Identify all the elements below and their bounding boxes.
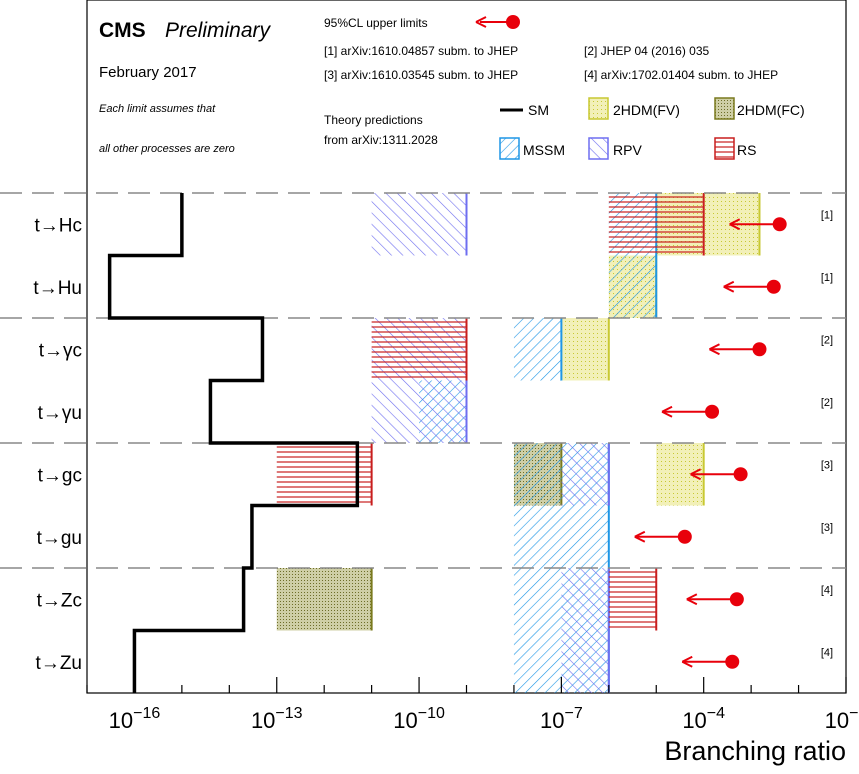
reference-labels: [1] [1] [2] [2] [3] [3] [4] [4] (821, 209, 833, 659)
limit-arrowhead-0 (729, 218, 741, 231)
reference-label-2: [2] (821, 334, 833, 346)
category-label-6: t→Zc (37, 590, 82, 611)
category-label-2: t→γc (39, 340, 82, 361)
band-rpv-4 (561, 443, 609, 506)
band-rpv-7 (561, 630, 609, 693)
reference-label-5: [3] (821, 522, 833, 534)
band-rs-2 (371, 318, 467, 381)
limit-marker-6 (729, 592, 744, 607)
reference-label-7: [4] (821, 647, 833, 659)
x-tick-label: 10−7 (540, 705, 583, 733)
limit-marker-3 (705, 404, 720, 419)
note-line-2: all other processes are zero (99, 143, 235, 155)
legend-sm-label: SM (528, 102, 549, 118)
ref-4-text: [4] arXiv:1702.01404 subm. to JHEP (584, 68, 778, 82)
upper-limit-legend-arrowhead (475, 16, 487, 28)
category-label-0: t→Hc (35, 215, 83, 236)
band-rs-0 (608, 193, 704, 256)
band-rpv-3 (371, 380, 467, 443)
category-label-4: t→gc (38, 465, 82, 486)
legend-2hdm-fc-label: 2HDM(FC) (737, 102, 805, 118)
band-rpv-0 (371, 193, 467, 256)
category-label-5: t→gu (37, 528, 82, 549)
x-tick-label: 10−16 (109, 705, 161, 733)
band-2hdm-fv-2 (561, 318, 609, 381)
x-tick-label: 10−13 (251, 705, 303, 733)
reference-label-4: [3] (821, 459, 833, 471)
x-tick-label: 10−4 (682, 705, 725, 733)
reference-label-3: [2] (821, 397, 833, 409)
band-rpv-6 (561, 568, 609, 631)
limit-arrowhead-5 (634, 530, 646, 543)
upper-limit-legend-marker (506, 15, 520, 29)
legend-mssm-swatch (499, 137, 520, 160)
band-2hdm-fc-6 (276, 568, 372, 631)
ref-3-text: [3] arXiv:1610.03545 subm. to JHEP (324, 68, 518, 82)
sm-prediction-series (107, 193, 360, 693)
limit-marker-1 (766, 279, 781, 294)
note-line-1: Each limit assumes that (99, 103, 216, 115)
upper-limit-legend-label: 95%CL upper limits (324, 16, 428, 30)
limit-arrowhead-1 (723, 280, 735, 293)
cms-label: CMS (99, 19, 146, 42)
band-mssm-5 (513, 505, 609, 568)
x-tick-label: 10−1 (825, 705, 859, 733)
category-label-3: t→γu (38, 403, 82, 424)
limit-arrowhead-6 (686, 593, 698, 606)
theory-bands (276, 193, 761, 693)
ref-2-text: [2] JHEP 04 (2016) 035 (584, 44, 710, 58)
limit-marker-2 (752, 342, 767, 357)
legend-2hdm-fv-swatch (588, 97, 609, 120)
legend-rs-label: RS (737, 142, 756, 158)
limit-arrowhead-4 (690, 468, 702, 481)
band-rs-6 (608, 568, 657, 631)
sm-prediction-line (107, 193, 360, 693)
legend-2hdm-fv-label: 2HDM(FV) (613, 102, 680, 118)
reference-label-6: [4] (821, 584, 833, 596)
ref-1-text: [1] arXiv:1610.04857 subm. to JHEP (324, 44, 518, 58)
limit-arrowhead-7 (681, 655, 693, 668)
upper-limit-series (634, 217, 787, 669)
band-mssm-1 (608, 255, 657, 318)
band-mssm-2 (513, 318, 562, 381)
reference-label-1: [1] (821, 272, 833, 284)
legend-rs-swatch (714, 137, 735, 160)
limit-arrowhead-3 (661, 405, 673, 418)
legend-rpv-label: RPV (613, 142, 642, 158)
legend-mssm-label: MSSM (523, 142, 565, 158)
category-label-1: t→Hu (33, 278, 82, 299)
limit-arrowhead-2 (709, 343, 720, 356)
legend-rpv-swatch (588, 137, 609, 160)
legend-2hdm-fc-swatch (714, 97, 735, 120)
limit-marker-5 (677, 529, 692, 544)
category-label-7: t→Zu (36, 653, 82, 674)
theory-line-1: Theory predictions (324, 113, 423, 127)
date-label: February 2017 (99, 64, 197, 81)
limit-marker-4 (733, 467, 748, 482)
category-labels: t→Hc t→Hu t→γc t→γu t→gc t→gu t→Zc t→Zu (33, 215, 82, 674)
preliminary-label: Preliminary (165, 19, 272, 42)
x-axis: 10−16 10−13 10−10 10−7 10−4 10−1 (86, 677, 859, 733)
x-tick-label: 10−10 (393, 705, 445, 733)
limit-marker-0 (772, 217, 787, 232)
limit-marker-7 (725, 654, 740, 669)
theory-line-2: from arXiv:1311.2028 (324, 133, 438, 147)
reference-label-0: [1] (821, 209, 833, 221)
x-axis-title: Branching ratio (664, 736, 846, 766)
